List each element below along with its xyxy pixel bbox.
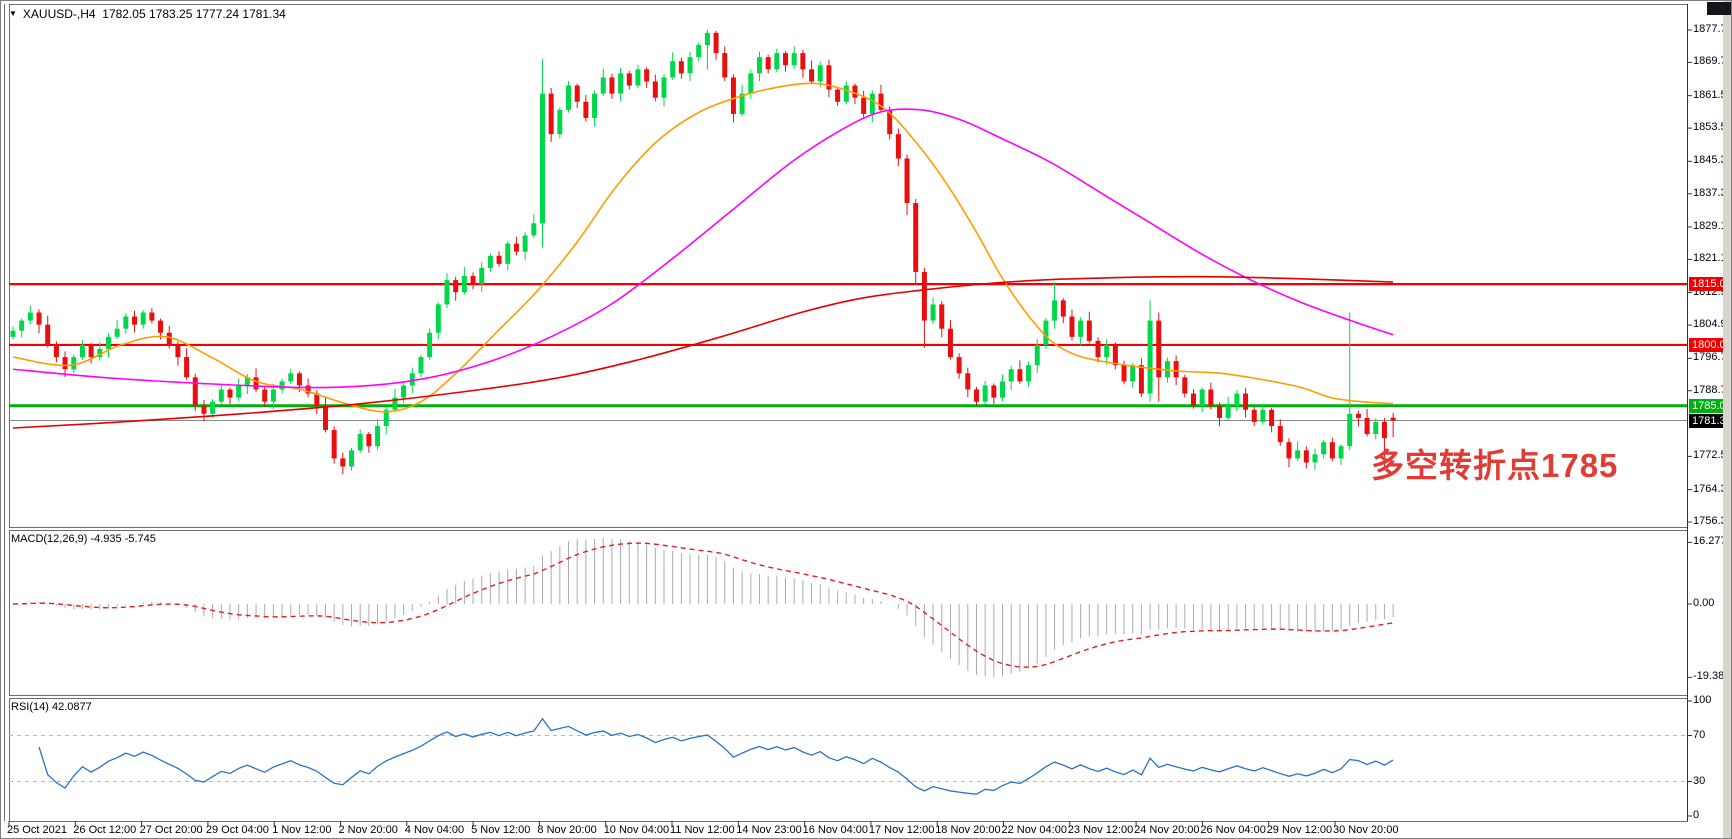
date-axis-label: 18 Nov 20:00 bbox=[935, 824, 1001, 836]
date-axis-label: 8 Nov 20:00 bbox=[537, 824, 597, 836]
turning-point-annotation: 多空转折点1785 bbox=[1371, 447, 1619, 484]
date-axis-label: 1 Nov 12:00 bbox=[272, 824, 332, 836]
rsi-axis-label: 30 bbox=[1693, 774, 1706, 787]
price-level-badge: 1800.00 bbox=[1689, 337, 1731, 352]
price-axis-label: 1764.30 bbox=[1693, 482, 1732, 495]
date-axis-label: 29 Oct 04:00 bbox=[205, 824, 269, 836]
date-axis-label: 14 Nov 23:00 bbox=[736, 824, 802, 836]
date-axis-label: 26 Oct 12:00 bbox=[73, 824, 137, 836]
date-axis-label: 5 Nov 12:00 bbox=[471, 824, 531, 836]
price-axis-label: 1804.90 bbox=[1693, 318, 1732, 331]
current-price-badge: 1781.34 bbox=[1689, 413, 1731, 428]
price-axis-label: 1788.70 bbox=[1693, 383, 1732, 396]
macd-axis-label: 16.277 bbox=[1693, 535, 1727, 548]
price-axis-label: 1837.30 bbox=[1693, 186, 1732, 199]
date-axis-label: 2 Nov 20:00 bbox=[338, 824, 398, 836]
date-axis-label: 10 Nov 04:00 bbox=[603, 824, 670, 836]
date-axis-label: 27 Oct 20:00 bbox=[139, 824, 203, 836]
rsi-axis-label: 100 bbox=[1693, 694, 1712, 706]
rsi-indicator-label: RSI(14) 42.0877 bbox=[11, 701, 92, 713]
price-axis-label: 1861.50 bbox=[1693, 88, 1732, 101]
price-level-badge: 1785.00 bbox=[1689, 398, 1731, 413]
date-axis-label: 17 Nov 12:00 bbox=[868, 824, 935, 836]
macd-axis-label: -19.389 bbox=[1693, 670, 1731, 683]
date-axis-label: 30 Nov 20:00 bbox=[1333, 824, 1399, 836]
ohlc-readout: 1782.05 1783.25 1777.24 1781.34 bbox=[102, 7, 286, 21]
date-axis-label: 23 Nov 12:00 bbox=[1067, 824, 1134, 836]
rsi-axis-label: 70 bbox=[1693, 728, 1706, 741]
price-axis-label: 1869.70 bbox=[1693, 55, 1732, 68]
price-axis-label: 1756.30 bbox=[1693, 515, 1732, 528]
price-axis-label: 1877.70 bbox=[1693, 23, 1732, 35]
price-axis-label: 1821.10 bbox=[1693, 252, 1732, 265]
price-axis-label: 1796.70 bbox=[1693, 351, 1732, 364]
date-axis-label: 16 Nov 04:00 bbox=[802, 824, 869, 836]
price-axis-label: 1829.10 bbox=[1693, 219, 1732, 232]
date-axis-label: 11 Nov 12:00 bbox=[670, 824, 735, 836]
macd-indicator-label: MACD(12,26,9) -4.935 -5.745 bbox=[11, 533, 156, 545]
macd-axis-label: 0.00 bbox=[1693, 597, 1715, 609]
date-axis-label: 25 Oct 2021 bbox=[7, 824, 67, 836]
price-axis-label: 1853.50 bbox=[1693, 121, 1732, 134]
price-axis-label: 1772.50 bbox=[1693, 449, 1732, 462]
price-level-badge: 1815.00 bbox=[1689, 277, 1731, 292]
price-axis-label: 1845.30 bbox=[1693, 154, 1732, 167]
symbol-period-label: XAUUSD-,H4 bbox=[22, 7, 96, 21]
symbol-dropdown-icon[interactable]: ▼ bbox=[9, 9, 17, 18]
corner-marker bbox=[1707, 2, 1731, 15]
rsi-axis-label: 0 bbox=[1693, 809, 1700, 821]
date-axis-label: 4 Nov 04:00 bbox=[404, 824, 465, 836]
date-axis-label: 26 Nov 04:00 bbox=[1200, 824, 1266, 836]
date-axis-label: 24 Nov 20:00 bbox=[1134, 824, 1200, 836]
right-scrollbar[interactable] bbox=[1723, 1, 1731, 838]
date-axis-label: 29 Nov 12:00 bbox=[1266, 824, 1333, 836]
chart-title-row: ▼ XAUUSD-,H4 1782.05 1783.25 1777.24 1781… bbox=[9, 7, 286, 21]
date-axis-label: 22 Nov 04:00 bbox=[1001, 824, 1067, 836]
